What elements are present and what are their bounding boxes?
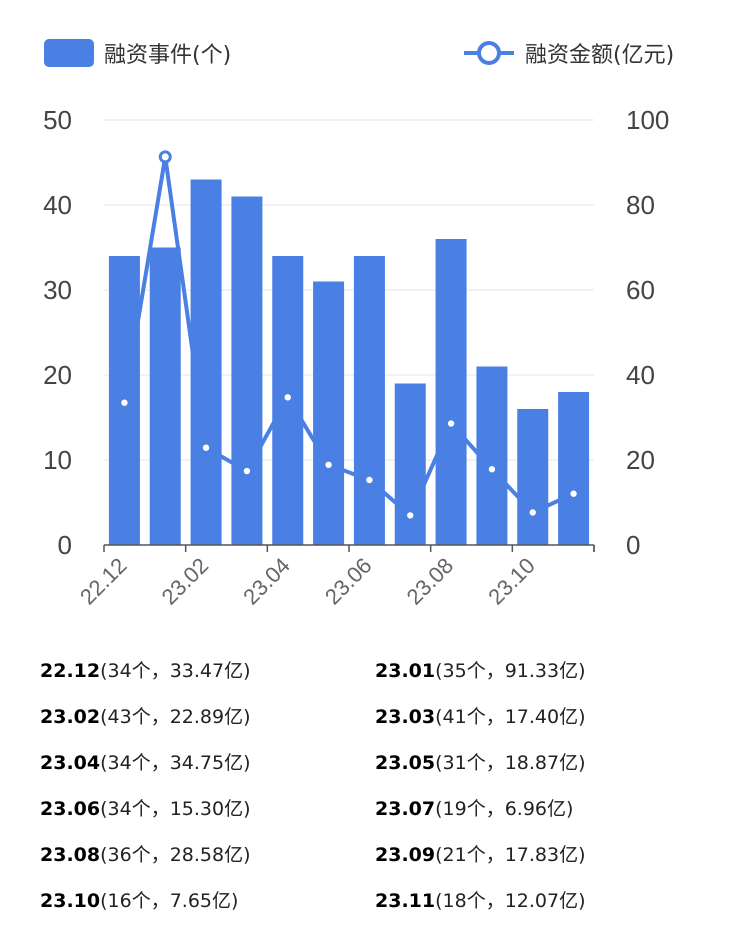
bar-23.06[interactable] <box>353 256 385 545</box>
detail-month: 23.05 <box>375 752 436 774</box>
detail-item: 23.04(34个，34.75亿) <box>40 744 375 790</box>
detail-info: (34个，15.30亿) <box>100 798 251 820</box>
bar-23.01[interactable] <box>149 247 181 546</box>
detail-month: 23.07 <box>375 798 436 820</box>
detail-info: (35个，91.33亿) <box>435 660 586 682</box>
detail-month: 23.10 <box>40 890 101 912</box>
detail-info: (18个，12.07亿) <box>435 890 586 912</box>
right-y-axis: 0 20 40 60 80 100 <box>626 105 669 560</box>
left-axis-tick-label: 50 <box>43 105 72 135</box>
line-point-23.07[interactable] <box>407 512 414 519</box>
right-axis-tick-label: 80 <box>626 190 655 220</box>
x-axis: 22.12 23.02 23.04 23.06 23.08 23.10 <box>75 544 595 610</box>
line-series <box>121 150 577 519</box>
bar-23.03[interactable] <box>231 196 263 546</box>
detail-info: (16个，7.65亿) <box>100 890 239 912</box>
detail-item: 23.06(34个，15.30亿) <box>40 790 375 836</box>
line-point-23.05[interactable] <box>325 461 332 469</box>
detail-info: (21个，17.83亿) <box>435 844 586 866</box>
legend-line-label[interactable]: 融资金额(亿元) <box>525 43 674 68</box>
x-axis-tick-label: 22.12 <box>75 553 132 610</box>
line-point-23.08[interactable] <box>447 420 455 427</box>
bar-23.05[interactable] <box>313 281 345 546</box>
right-axis-tick-label: 60 <box>626 275 655 305</box>
left-axis-tick-label: 0 <box>58 530 72 560</box>
legend: 融资事件(个) 融资金额(亿元) <box>44 39 674 68</box>
detail-month: 23.01 <box>375 660 436 682</box>
legend-bar-swatch[interactable] <box>44 39 94 67</box>
detail-month: 22.12 <box>40 660 101 682</box>
detail-month: 23.11 <box>375 890 436 912</box>
funding-chart: 融资事件(个) 融资金额(亿元) 0 10 20 30 40 50 0 20 40 60 80 10… <box>43 39 674 610</box>
detail-month: 23.04 <box>40 752 101 774</box>
detail-month: 23.03 <box>375 706 436 728</box>
detail-item: 23.01(35个，91.33亿) <box>375 652 710 698</box>
x-axis-tick-label: 23.10 <box>483 553 540 610</box>
line-point-23.03[interactable] <box>243 467 251 475</box>
right-axis-tick-label: 100 <box>626 105 669 135</box>
detail-item: 23.03(41个，17.40亿) <box>375 698 710 744</box>
detail-info: (31个，18.87亿) <box>435 752 586 774</box>
detail-info: (41个，17.40亿) <box>435 706 586 728</box>
detail-info: (19个，6.96亿) <box>435 798 574 820</box>
detail-item: 23.09(21个，17.83亿) <box>375 836 710 882</box>
x-axis-tick-label: 23.04 <box>238 553 295 610</box>
detail-item: 23.11(18个，12.07亿) <box>375 882 710 928</box>
detail-info: (43个，22.89亿) <box>100 706 251 728</box>
detail-month: 23.06 <box>40 798 101 820</box>
detail-item: 22.12(34个，33.47亿) <box>40 652 375 698</box>
detail-month: 23.09 <box>375 844 436 866</box>
line-point-22.12[interactable] <box>121 399 128 406</box>
bar-series <box>108 179 590 546</box>
detail-item: 23.05(31个，18.87亿) <box>375 744 710 790</box>
bar-23.10[interactable] <box>517 409 549 545</box>
x-axis-tick-label: 23.06 <box>320 553 377 610</box>
line-point-23.04[interactable] <box>284 394 291 401</box>
bar-23.11[interactable] <box>558 392 590 545</box>
right-axis-tick-label: 0 <box>626 530 640 560</box>
detail-item: 23.02(43个，22.89亿) <box>40 698 375 744</box>
left-y-axis: 0 10 20 30 40 50 <box>43 105 72 560</box>
line-point-23.02[interactable] <box>202 444 210 451</box>
line-point-23.11[interactable] <box>570 490 577 497</box>
detail-item: 23.07(19个，6.96亿) <box>375 790 710 836</box>
left-axis-tick-label: 40 <box>43 190 72 220</box>
x-axis-tick-label: 23.08 <box>402 553 459 610</box>
bar-23.07[interactable] <box>394 383 426 546</box>
left-axis-tick-label: 20 <box>43 360 72 390</box>
detail-info: (34个，33.47亿) <box>100 660 251 682</box>
left-axis-tick-label: 10 <box>43 445 72 475</box>
left-axis-tick-label: 30 <box>43 275 72 305</box>
detail-info: (34个，34.75亿) <box>100 752 251 774</box>
right-axis-tick-label: 20 <box>626 445 655 475</box>
amount-line <box>122 154 575 518</box>
monthly-details-list: 22.12(34个，33.47亿) 23.01(35个，91.33亿) 23.02(… <box>40 652 730 928</box>
line-point-23.10[interactable] <box>529 509 536 516</box>
right-axis-tick-label: 40 <box>626 360 655 390</box>
detail-month: 23.02 <box>40 706 101 728</box>
bar-23.08[interactable] <box>435 239 467 545</box>
detail-info: (36个，28.58亿) <box>100 844 251 866</box>
legend-bar-label[interactable]: 融资事件(个) <box>104 43 231 68</box>
line-point-23.01[interactable] <box>158 150 172 164</box>
line-point-23.06[interactable] <box>366 476 373 484</box>
detail-item: 23.08(36个，28.58亿) <box>40 836 375 882</box>
detail-month: 23.08 <box>40 844 101 866</box>
legend-line-marker <box>477 41 501 65</box>
detail-item: 23.10(16个，7.65亿) <box>40 882 375 928</box>
line-point-23.09[interactable] <box>488 466 496 473</box>
x-axis-tick-label: 23.02 <box>157 553 214 610</box>
